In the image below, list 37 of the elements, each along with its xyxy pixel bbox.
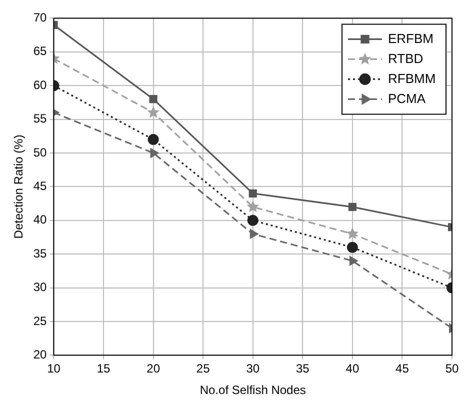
point: [250, 229, 258, 239]
point: [246, 200, 260, 212]
y-tick-label: 30: [33, 280, 48, 294]
y-tick-label: 55: [33, 112, 48, 126]
point: [348, 202, 356, 211]
x-tick-label: 15: [96, 362, 111, 376]
legend-label: PCMA: [388, 90, 426, 106]
y-tick-label: 65: [33, 44, 48, 58]
point: [147, 106, 160, 118]
point: [150, 148, 159, 158]
x-axis-title: No.of Selfish Nodes: [200, 383, 306, 398]
point: [346, 242, 358, 253]
y-tick-label: 40: [33, 212, 48, 227]
point: [248, 189, 257, 198]
x-tick-label: 20: [146, 362, 160, 376]
point: [148, 134, 159, 146]
x-tick-label: 10: [47, 362, 61, 376]
x-tick-label: 50: [445, 362, 459, 376]
x-tick-label: 35: [296, 362, 310, 376]
legend-label: RTBD: [388, 50, 424, 66]
x-tick-label: 25: [196, 362, 210, 376]
point: [247, 214, 258, 226]
legend-label: ERFBM: [388, 30, 434, 46]
point: [149, 95, 158, 104]
y-tick-label: 25: [33, 314, 48, 328]
y-tick-label: 50: [33, 145, 48, 160]
x-tick-label: 45: [396, 362, 410, 376]
x-tick-label: 30: [246, 362, 260, 376]
y-tick-label: 70: [33, 10, 48, 25]
x-tick-label: 40: [346, 362, 360, 376]
y-axis-title: Detection Ratio (%): [12, 134, 26, 239]
y-tick-label: 20: [33, 348, 48, 362]
y-tick-label: 60: [33, 78, 48, 92]
y-tick-label: 35: [33, 246, 48, 260]
y-tick-label: 45: [33, 179, 48, 194]
point: [346, 227, 359, 240]
legend-label: RFBMM: [388, 70, 436, 86]
